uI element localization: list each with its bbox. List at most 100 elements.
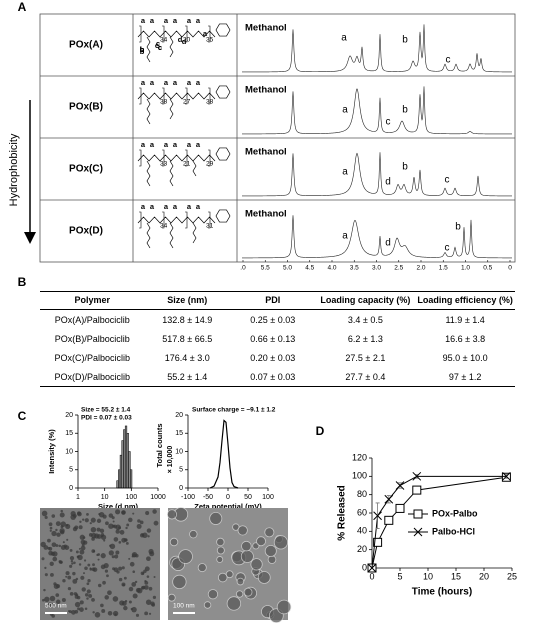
- repeat-unit: 29: [206, 161, 214, 168]
- y-tick-label: 100: [352, 471, 367, 481]
- tem-particle: [70, 560, 74, 563]
- tem-particle: [86, 582, 90, 586]
- tem-particle: [112, 610, 119, 617]
- repeat-unit: 38: [206, 99, 214, 106]
- y-axis-label: % Released: [337, 485, 348, 541]
- tem-particle: [59, 512, 65, 518]
- structure-label: b: [140, 45, 145, 54]
- tem-particle: [256, 536, 266, 547]
- tem-particle: [55, 528, 58, 532]
- x-axis-label: Zeta potential (mV): [194, 502, 262, 511]
- tem-particle: [55, 593, 60, 597]
- tem-particle: [41, 557, 45, 561]
- tem-particle: [78, 547, 81, 550]
- tem-particle: [148, 586, 153, 591]
- tem-particle: [83, 559, 87, 562]
- bracket: [139, 25, 142, 43]
- tem-particle: [113, 537, 119, 542]
- ppm-tick-label: 1.0: [461, 265, 470, 272]
- peak-label: d: [385, 177, 391, 188]
- tem-particle: [59, 528, 65, 534]
- tem-particle: [132, 593, 138, 599]
- tem-particle: [74, 601, 81, 608]
- tem-particle: [80, 545, 86, 551]
- tem-particle: [207, 589, 219, 600]
- tem-particle: [43, 588, 46, 592]
- repeat-unit: 20: [183, 37, 191, 44]
- tem-particle: [273, 535, 288, 550]
- side-chain: [169, 222, 174, 249]
- table-cell: POx(D)/Palbociclib: [40, 367, 145, 387]
- ppm-tick-label: 4.5: [305, 265, 314, 272]
- panel-label: A: [18, 0, 27, 14]
- tem-particle: [51, 542, 57, 548]
- tem-particle: [81, 587, 86, 592]
- tem-particle: [49, 526, 53, 530]
- tem-particle: [131, 582, 137, 587]
- tem-particle: [65, 523, 71, 530]
- tem-particle: [114, 554, 119, 559]
- x-tick-label: 1000: [150, 494, 166, 501]
- tem-particle: [65, 575, 68, 578]
- structure-label: d: [182, 37, 187, 46]
- tem-particle: [69, 564, 73, 568]
- tem-particle: [235, 590, 244, 598]
- tem-particle: [98, 512, 101, 516]
- bracket: [162, 149, 165, 167]
- tem-particle: [65, 571, 70, 576]
- histogram-bar: [130, 469, 133, 489]
- y-tick-label: 5: [69, 467, 73, 474]
- tem-particle: [52, 551, 58, 557]
- tem-particle: [146, 528, 152, 533]
- tem-particle: [91, 567, 96, 572]
- tem-particle: [132, 512, 135, 515]
- x-tick-label: 100: [125, 494, 137, 501]
- tem-particle: [77, 511, 82, 517]
- x-tick-label: 10: [423, 571, 433, 581]
- structure-label: a: [196, 202, 201, 211]
- tem-particle: [100, 553, 106, 559]
- structure-label: b: [140, 47, 145, 56]
- tem-particle: [83, 572, 86, 575]
- side-chain: [192, 222, 197, 244]
- y-tick-label: 20: [175, 412, 183, 419]
- tem-particle: [149, 551, 155, 557]
- scale-bar: [45, 612, 67, 614]
- structure-label: a: [150, 202, 155, 211]
- structure-label: a: [164, 202, 169, 211]
- tem-particle: [99, 528, 105, 534]
- tem-particle: [77, 555, 80, 558]
- tem-particle: [84, 566, 88, 571]
- tem-particle: [97, 583, 102, 588]
- tem-particle: [236, 577, 245, 586]
- tem-particle: [88, 532, 93, 537]
- ppm-tick-label: 4.0: [327, 265, 336, 272]
- tem-particle: [264, 527, 275, 538]
- x-tick-label: 25: [507, 571, 517, 581]
- tem-particle: [74, 525, 79, 530]
- y-tick-label: 60: [357, 507, 367, 517]
- tem-particle: [132, 553, 136, 558]
- tem-particle: [141, 533, 144, 536]
- bracket: [185, 25, 188, 43]
- repeat-unit: 21: [183, 161, 191, 168]
- tem-particle: [112, 567, 116, 571]
- tem-particle: [84, 593, 89, 597]
- y-tick-label: 20: [65, 412, 73, 419]
- tem-particle: [152, 509, 157, 514]
- tem-particle: [50, 573, 54, 577]
- structure-label: a: [203, 29, 208, 38]
- tem-particle: [97, 553, 101, 556]
- tem-particle: [125, 541, 129, 545]
- tem-particle: [86, 512, 89, 516]
- tem-particle: [105, 521, 109, 526]
- tem-particle: [107, 610, 113, 616]
- y-tick-label: 0: [179, 485, 183, 492]
- y-tick-label: 120: [352, 452, 367, 462]
- peak-label: d: [385, 238, 391, 249]
- peak-label: c: [445, 175, 450, 186]
- tem-particle: [108, 523, 114, 529]
- marker: [412, 485, 422, 495]
- bracket: [208, 149, 211, 167]
- tem-particle: [58, 560, 62, 563]
